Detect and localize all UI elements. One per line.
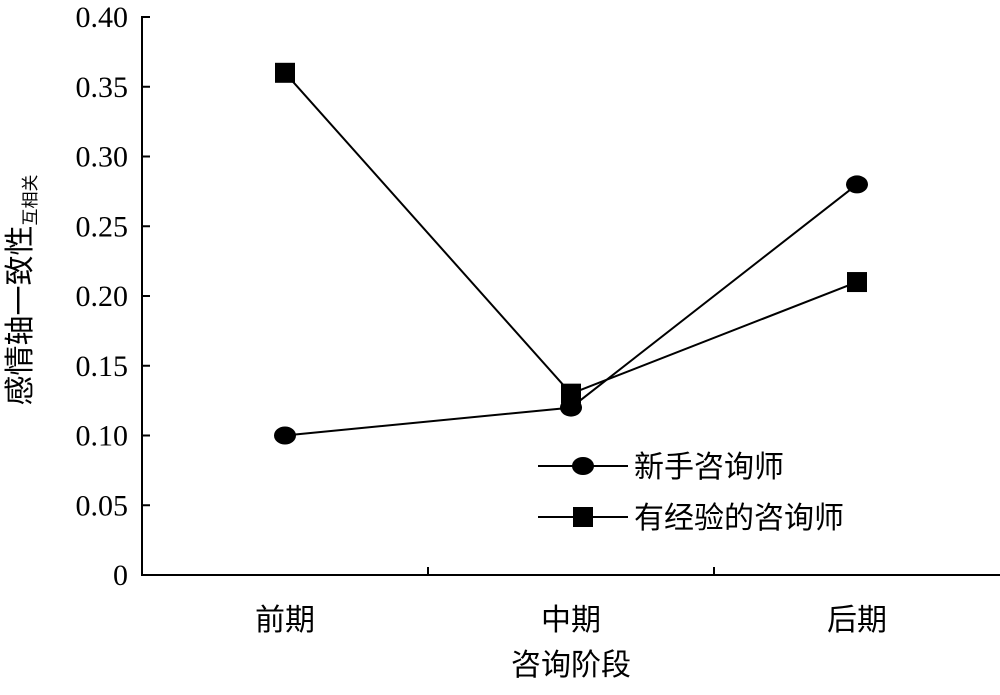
data-point [847, 272, 867, 293]
x-tick-label: 后期 [827, 604, 887, 637]
y-tick-label: 0.15 [76, 350, 129, 383]
y-tick-label: 0.30 [76, 141, 129, 174]
data-point [561, 383, 581, 404]
y-tick-label: 0.10 [76, 420, 129, 453]
legend-label: 有经验的咨询师 [634, 502, 844, 535]
y-tick-label: 0.25 [76, 210, 129, 243]
y-axis-label: 感情轴一致性互相关 [4, 175, 40, 406]
y-tick-label: 0 [113, 559, 128, 592]
x-tick-label: 中期 [541, 604, 601, 637]
data-point [846, 175, 868, 194]
data-point [275, 62, 295, 83]
series-line [284, 72, 858, 395]
x-tick-label: 前期 [255, 604, 315, 637]
y-axis-label-main: 感情轴一致性 [4, 226, 37, 406]
data-point [274, 426, 296, 445]
y-axis-label-subscript: 互相关 [21, 175, 40, 226]
legend-marker [572, 457, 594, 475]
y-tick-label: 0.40 [76, 1, 129, 34]
legend-label: 新手咨询师 [634, 451, 784, 484]
x-axis-label: 咨询阶段 [511, 649, 631, 682]
y-tick-label: 0.20 [76, 280, 129, 313]
y-tick-label: 0.05 [76, 489, 129, 522]
y-tick-label: 0.35 [76, 71, 129, 104]
legend-marker [573, 507, 593, 527]
